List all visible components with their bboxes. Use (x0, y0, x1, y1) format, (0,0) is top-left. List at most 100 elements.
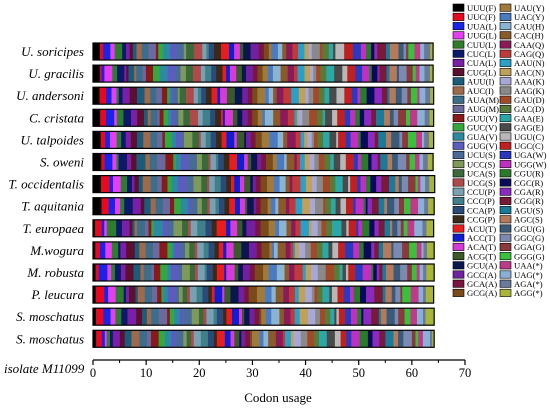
bar-row (92, 285, 435, 304)
bar-segment (371, 308, 380, 326)
bar-outline (92, 42, 434, 61)
bar-segment (105, 131, 111, 149)
bar-segment (167, 65, 176, 83)
bar-segment (182, 264, 191, 281)
bar-segment (399, 131, 403, 149)
bar-segment (105, 109, 115, 127)
legend-label: GUA(V) (467, 132, 498, 142)
bar-segment (130, 131, 138, 149)
bar-segment (167, 264, 172, 281)
bar-segment (226, 264, 235, 281)
legend-swatch (499, 12, 512, 21)
bar-segment (415, 65, 420, 83)
bar-segment (150, 330, 159, 348)
bar-segment (226, 87, 236, 105)
bar-row (92, 329, 435, 348)
legend-swatch (499, 215, 512, 224)
legend-swatch (452, 104, 465, 113)
bar-segment (126, 241, 136, 259)
bar-segment (254, 308, 260, 326)
bar-segment (249, 308, 255, 326)
bar-segment (237, 109, 243, 127)
bar-segment (205, 219, 213, 237)
legend-swatch (452, 77, 465, 86)
legend-swatch (499, 206, 512, 215)
bar-row (92, 108, 435, 127)
bar-segment (104, 153, 113, 171)
bar-segment (127, 308, 137, 326)
bar-segment (275, 197, 279, 215)
legend-item: GCC(A) (452, 270, 497, 280)
bar-segment (353, 197, 356, 215)
bar-segment (368, 153, 372, 171)
legend-item: UAU(Y) (499, 3, 545, 13)
bar-segment (365, 286, 375, 304)
bar-segment (276, 87, 284, 105)
bar-segment (211, 219, 217, 237)
bar-segment (407, 87, 412, 105)
bar-segment (392, 153, 399, 171)
legend-item: CCA(P) (452, 205, 495, 215)
bar-segment (410, 308, 418, 326)
bar-segment (189, 241, 196, 259)
bar-segment (268, 43, 272, 60)
bar-outline (92, 108, 435, 127)
x-tick-label: 60 (406, 366, 419, 380)
bar-segment (220, 87, 228, 105)
bar-segment (265, 286, 272, 304)
bar-segment (261, 131, 270, 149)
bar-segment (157, 109, 160, 127)
bar-segment (304, 65, 311, 83)
bar-segment (384, 197, 388, 215)
bar-segment (171, 241, 175, 259)
bar-segment (169, 87, 172, 105)
bar-segment (295, 197, 303, 215)
legend-item: CUC(L) (452, 49, 496, 59)
bar-segment (224, 286, 231, 304)
legend-label: AGA(*) (514, 279, 543, 289)
bar-segment (107, 264, 112, 281)
bar-segment (353, 241, 360, 259)
bar-outline (92, 152, 434, 172)
bar-segment (358, 131, 361, 149)
species-label: U. andersoni (16, 88, 84, 103)
bar-segment (186, 330, 192, 348)
legend-item: UUC(F) (452, 12, 496, 22)
legend-item: CGG(R) (499, 196, 544, 206)
bar-segment (252, 175, 257, 193)
bar-segment (174, 109, 179, 127)
bar-segment (279, 308, 285, 326)
bar-segment (393, 264, 401, 281)
bar-segment (283, 308, 291, 326)
bar-segment (289, 197, 296, 215)
bar-segment (406, 43, 409, 60)
bar-segment (150, 175, 158, 193)
species-label: C. cristata (29, 110, 84, 125)
bar-segment (133, 264, 141, 281)
bar-segment (124, 197, 134, 215)
legend-label: GGU(G) (514, 224, 545, 234)
bar-segment (295, 219, 301, 237)
legend-label: CGG(R) (514, 196, 544, 206)
bar-segment (127, 175, 133, 193)
bar-segment (348, 219, 357, 237)
legend-label: AUG(M) (467, 104, 499, 114)
bar-segment (134, 175, 140, 193)
bar-segment (371, 264, 374, 281)
bar-segment (264, 109, 274, 127)
bar-row (92, 175, 436, 194)
bar-segment (322, 241, 329, 259)
legend-item: GAG(E) (499, 123, 544, 133)
bar-segment (212, 264, 218, 281)
bar-segment (291, 219, 296, 237)
bar-segment (353, 153, 359, 171)
bar-segment (290, 241, 294, 259)
legend-label: UUC(F) (467, 12, 496, 22)
legend-item: GAA(E) (499, 113, 544, 123)
bar-segment (163, 286, 169, 304)
bar-segment (432, 330, 435, 348)
bar-segment (189, 264, 196, 281)
bar-segment (269, 131, 279, 149)
bar-segment (314, 153, 320, 171)
bar-segment (118, 87, 123, 105)
